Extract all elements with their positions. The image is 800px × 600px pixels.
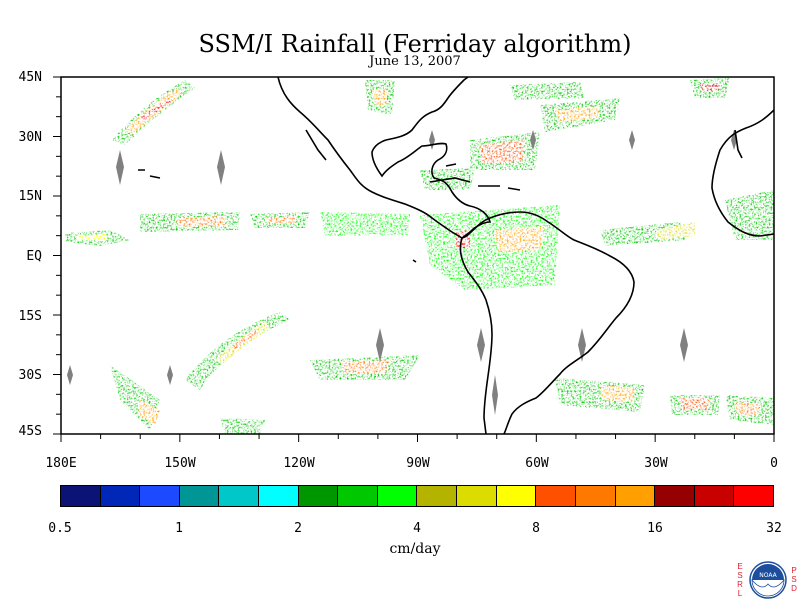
coastlines	[138, 77, 774, 434]
coast-africa	[711, 109, 774, 237]
lat-label-15s: 15S	[18, 309, 42, 324]
colorbar-swatch	[259, 486, 299, 506]
colorbar-swatch	[417, 486, 458, 506]
noaa-logo: NOAA	[749, 561, 787, 599]
lat-label-45n: 45N	[18, 70, 42, 85]
noaa-logo-text: NOAA	[759, 572, 777, 579]
colorbar-tick-label: 4	[413, 521, 421, 536]
colorbar-swatch	[338, 486, 378, 506]
colorbar-swatch	[734, 486, 773, 506]
colorbar-tick-label: 8	[532, 521, 540, 536]
colorbar-swatch	[377, 486, 418, 506]
coast-caribbean-islands	[429, 163, 521, 191]
colorbar-tick-label: 16	[647, 521, 663, 536]
colorbar-swatch	[655, 486, 695, 506]
colorbar-tick-label: 2	[294, 521, 302, 536]
rain-patch-s-atlantic	[555, 378, 645, 412]
colorbar-swatch	[457, 486, 497, 506]
map-frame	[60, 76, 775, 435]
colorbar-tick-label: 1	[175, 521, 183, 536]
lat-label-15n: 15N	[18, 189, 42, 204]
map-title: SSM/I Rainfall (Ferriday algorithm)	[198, 30, 632, 58]
lon-label-60w: 60W	[525, 456, 549, 471]
colorbar-swatch	[100, 486, 141, 506]
colorbar-swatch	[61, 486, 101, 506]
axis-ticks	[53, 76, 775, 442]
colorbar-swatch	[575, 486, 616, 506]
colorbar-swatch	[496, 486, 537, 506]
lat-label-30s: 30S	[18, 368, 42, 383]
colorbar-tick-label: 32	[766, 521, 782, 536]
lat-label-30n: 30N	[18, 130, 42, 145]
colorbar-swatch	[179, 486, 220, 506]
rain-patch-south-america	[420, 205, 560, 290]
coast-north-america	[277, 77, 492, 239]
map-date: June 13, 2007	[369, 54, 461, 69]
coast-south-america	[459, 211, 635, 434]
lon-label-0: 0	[770, 456, 778, 471]
colorbar-swatch	[536, 486, 576, 506]
lon-label-180e: 180E	[45, 456, 77, 471]
lon-label-120w: 120W	[283, 456, 315, 471]
colorbar	[60, 485, 774, 507]
lat-label-eq: EQ	[26, 249, 42, 264]
colorbar-swatch	[140, 486, 180, 506]
lon-label-30w: 30W	[644, 456, 668, 471]
lat-label-45s: 45S	[18, 424, 42, 439]
lon-label-150w: 150W	[164, 456, 196, 471]
colorbar-units: cm/day	[389, 541, 441, 557]
colorbar-swatch	[615, 486, 656, 506]
lon-label-90w: 90W	[406, 456, 430, 471]
colorbar-swatch	[219, 486, 260, 506]
colorbar-swatch	[298, 486, 339, 506]
coast-greenland-edge	[734, 129, 743, 159]
coast-baja	[305, 129, 327, 161]
colorbar-swatch	[694, 486, 735, 506]
orbit-gap-markers	[67, 130, 737, 415]
colorbar-tick-label: 0.5	[48, 521, 72, 536]
rain-patches	[65, 78, 774, 434]
